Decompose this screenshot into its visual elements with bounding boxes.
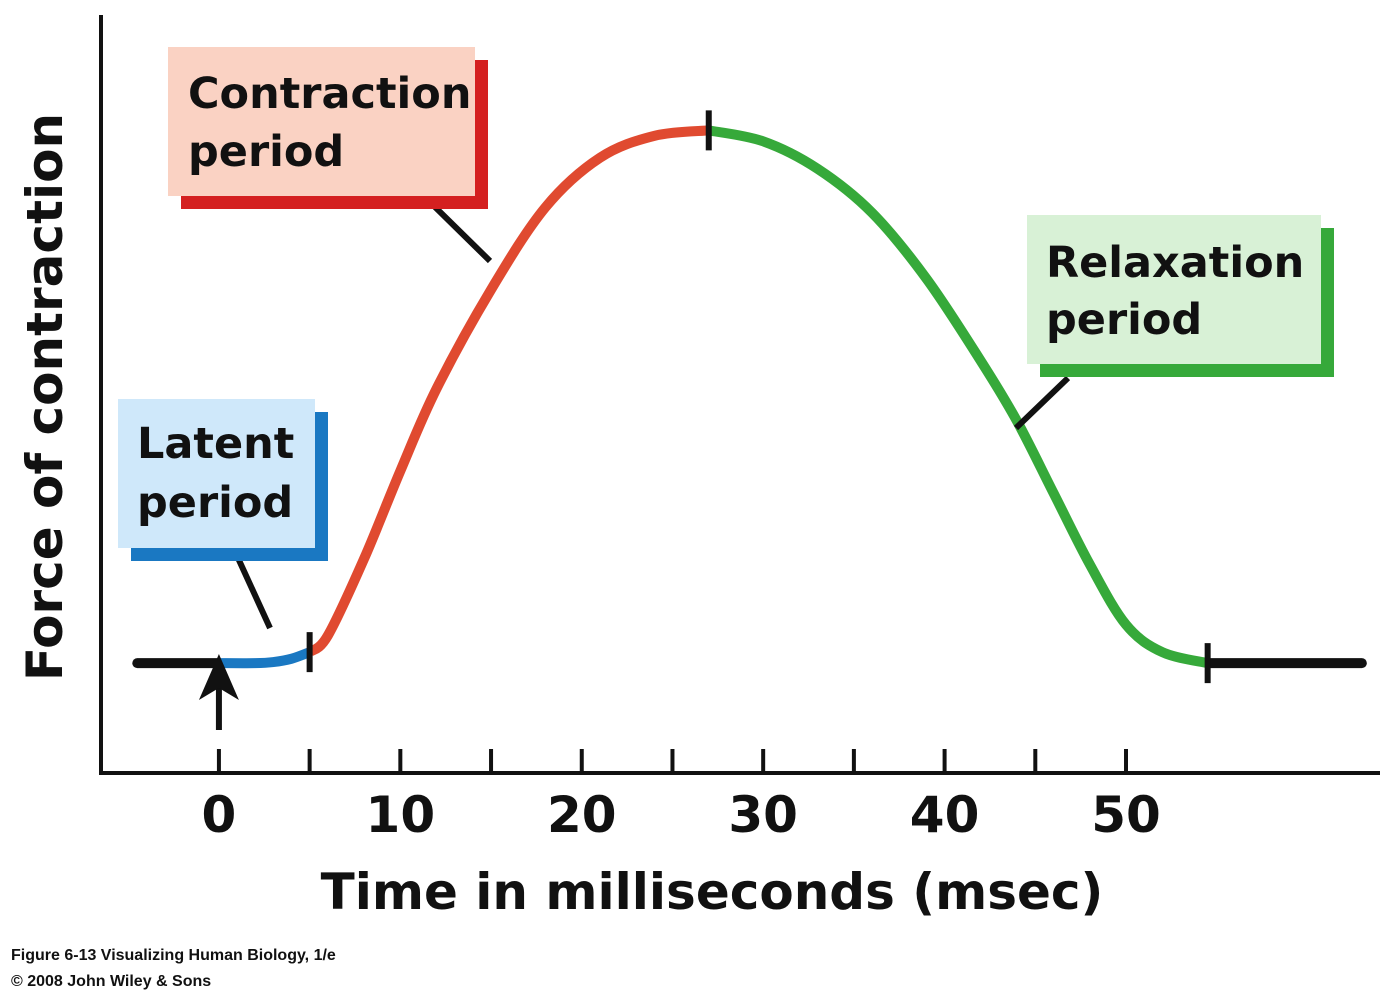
latent-leader-line bbox=[235, 556, 273, 630]
contraction-callout-line-1: Contraction bbox=[188, 69, 471, 119]
relaxation-leader-line bbox=[1013, 375, 1071, 431]
x-tick-label-30: 30 bbox=[728, 786, 798, 844]
x-tick-label-10: 10 bbox=[366, 786, 436, 844]
figure-caption: Figure 6-13 Visualizing Human Biology, 1… bbox=[11, 947, 336, 964]
latent-period-curve bbox=[218, 647, 312, 669]
x-tick-label-20: 20 bbox=[547, 786, 617, 844]
contraction-period-curve bbox=[306, 125, 710, 657]
latent-callout-line-2: period bbox=[137, 478, 293, 528]
relaxation-callout-line-1: Relaxation bbox=[1046, 238, 1304, 288]
x-axis-title: Time in milliseconds (msec) bbox=[321, 863, 1104, 921]
stimulus-arrow-head bbox=[198, 654, 239, 700]
relaxation-callout-line-2: period bbox=[1046, 295, 1202, 345]
copyright-notice: © 2008 John Wiley & Sons bbox=[11, 973, 212, 990]
latent-callout-line-1: Latent bbox=[137, 419, 294, 469]
x-tick-label-40: 40 bbox=[910, 786, 980, 844]
x-tick-label-0: 0 bbox=[202, 786, 237, 844]
latent-callout-box bbox=[118, 399, 315, 548]
contraction-leader-line bbox=[432, 204, 493, 264]
relaxation-callout-box bbox=[1027, 215, 1321, 364]
x-tick-label-50: 50 bbox=[1091, 786, 1161, 844]
y-axis-title: Force of contraction bbox=[16, 113, 74, 681]
relaxation-period-curve bbox=[707, 125, 1209, 669]
contraction-callout-box bbox=[168, 47, 475, 196]
contraction-callout-line-2: period bbox=[188, 127, 344, 177]
